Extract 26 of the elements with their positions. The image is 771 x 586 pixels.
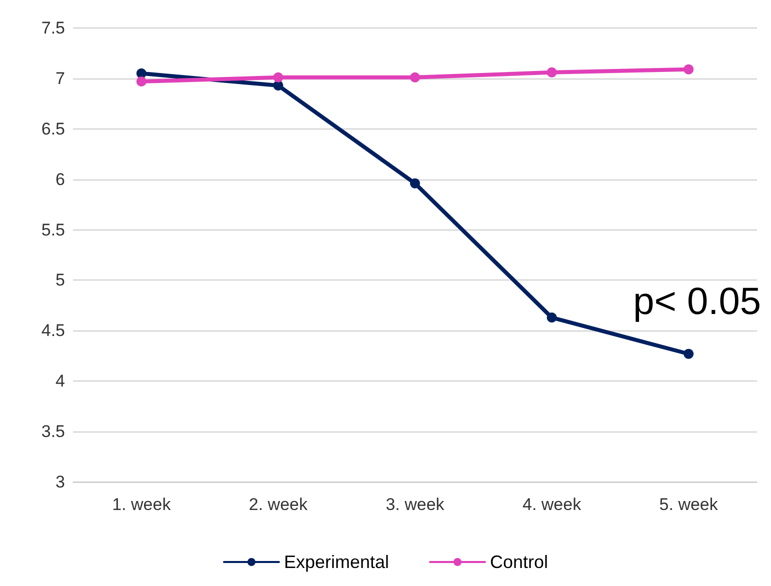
x-tick-label: 3. week: [386, 495, 445, 514]
legend-label: Control: [490, 552, 548, 572]
point: [684, 348, 694, 359]
y-tick-label: 3: [56, 472, 65, 492]
point: [684, 64, 694, 74]
x-tick-label: 4. week: [522, 495, 582, 514]
x-tick-label: 5. week: [659, 495, 718, 514]
x-tick-label: 1. week: [112, 495, 172, 514]
point: [410, 72, 420, 82]
point: [410, 178, 420, 188]
y-tick-label: 5.5: [41, 220, 65, 240]
point: [273, 72, 284, 82]
y-tick-label: 6: [56, 170, 65, 189]
legend-label: Experimental: [284, 552, 390, 572]
point: [546, 67, 557, 78]
y-tick-label: 6.5: [41, 119, 65, 138]
y-tick-label: 7.5: [41, 18, 65, 38]
y-tick-label: 5: [56, 270, 65, 290]
point: [546, 312, 557, 323]
y-tick-label: 4.5: [41, 321, 65, 340]
point: [136, 76, 146, 86]
x-tick-label: 2. week: [248, 495, 308, 514]
y-tick-label: 3.5: [41, 422, 65, 442]
annotation: p< 0.05: [633, 281, 761, 323]
y-tick-label: 4: [56, 372, 65, 391]
y-tick-label: 7: [56, 68, 65, 88]
